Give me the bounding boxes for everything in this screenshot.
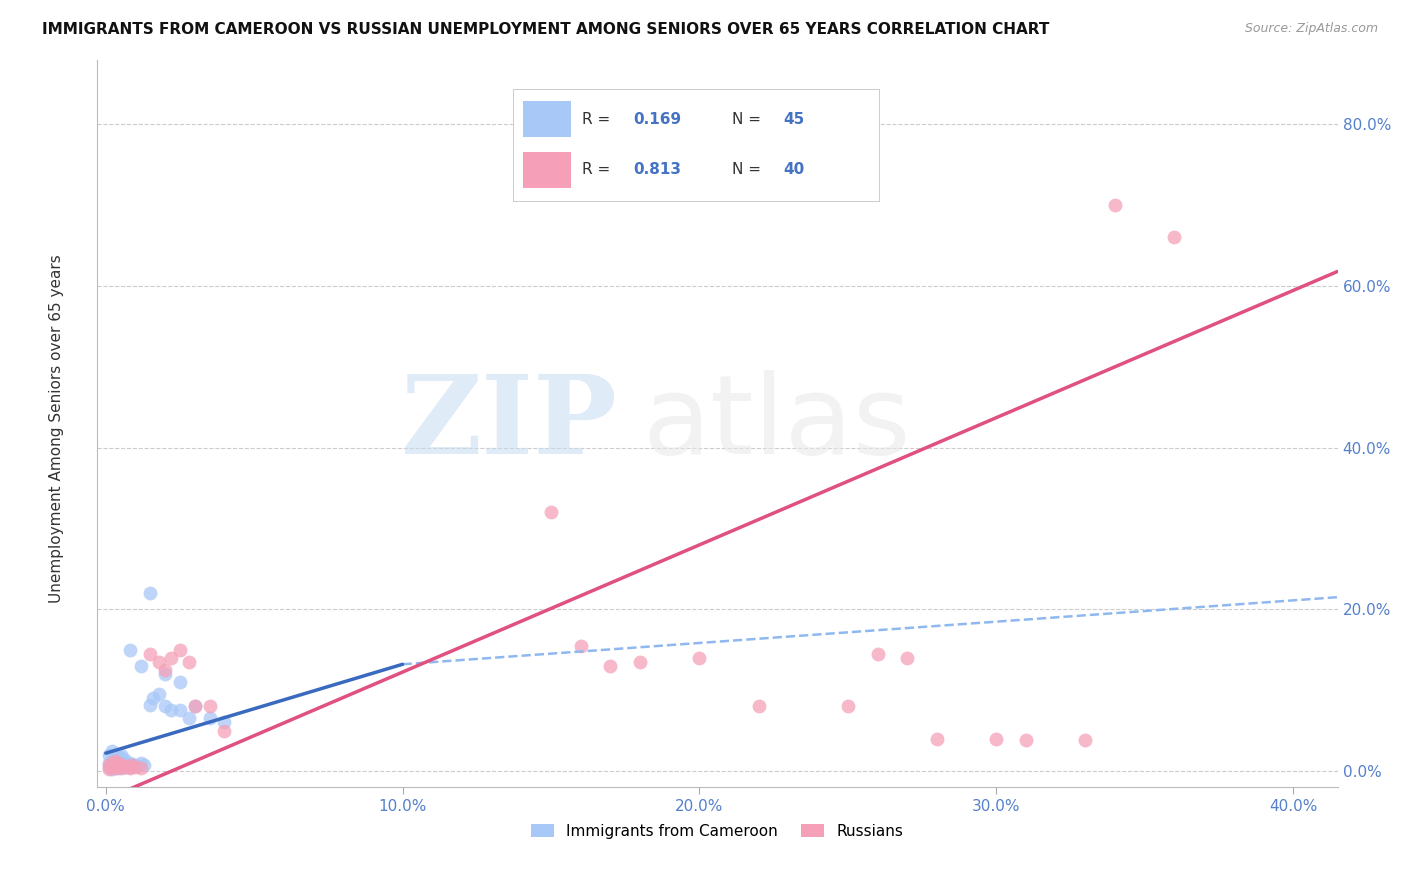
Point xyxy=(110,756,132,770)
Point xyxy=(153,699,176,714)
Point xyxy=(748,699,770,714)
Point xyxy=(148,687,170,701)
Point xyxy=(97,756,120,770)
Point xyxy=(110,760,132,774)
Point xyxy=(1015,733,1038,747)
Point xyxy=(131,659,153,673)
Point xyxy=(599,659,621,673)
Point xyxy=(100,757,122,772)
Point xyxy=(169,703,191,717)
Point xyxy=(104,756,127,770)
Point xyxy=(97,762,120,776)
Point xyxy=(160,650,183,665)
Point xyxy=(177,655,200,669)
Point xyxy=(688,650,710,665)
Point xyxy=(97,757,120,772)
Point xyxy=(118,760,141,774)
Point xyxy=(198,699,221,714)
Point xyxy=(107,756,129,770)
Point xyxy=(121,757,143,772)
Point xyxy=(127,759,149,773)
Point xyxy=(115,756,138,770)
Point xyxy=(569,639,592,653)
Point xyxy=(118,642,141,657)
Point xyxy=(540,505,562,519)
Point xyxy=(169,675,191,690)
Point xyxy=(100,756,122,770)
Point xyxy=(148,655,170,669)
Point xyxy=(104,752,127,766)
Point xyxy=(107,754,129,768)
Point xyxy=(104,747,127,762)
Text: Source: ZipAtlas.com: Source: ZipAtlas.com xyxy=(1244,22,1378,36)
Point xyxy=(118,761,141,775)
Point xyxy=(214,715,236,730)
Point xyxy=(104,754,127,768)
Point xyxy=(115,759,138,773)
Point xyxy=(107,761,129,775)
Point xyxy=(139,698,162,712)
Point xyxy=(100,762,122,776)
Point xyxy=(118,756,141,770)
Point xyxy=(153,667,176,681)
Point xyxy=(184,699,207,714)
Point xyxy=(1163,230,1185,244)
Point xyxy=(104,761,127,775)
Point xyxy=(986,731,1008,746)
Point xyxy=(115,760,138,774)
Point xyxy=(896,650,918,665)
Point xyxy=(628,655,651,669)
Point xyxy=(121,757,143,772)
Point xyxy=(153,663,176,677)
Text: atlas: atlas xyxy=(643,370,911,477)
Point xyxy=(124,760,146,774)
Point xyxy=(177,711,200,725)
Point xyxy=(131,756,153,770)
Text: Unemployment Among Seniors over 65 years: Unemployment Among Seniors over 65 years xyxy=(49,254,63,602)
Point xyxy=(112,756,135,770)
Point xyxy=(925,731,948,746)
Point xyxy=(139,586,162,600)
Point xyxy=(100,744,122,758)
Text: ZIP: ZIP xyxy=(401,370,619,477)
Point xyxy=(110,747,132,762)
Point xyxy=(184,699,207,714)
Point xyxy=(107,749,129,764)
Point xyxy=(131,761,153,775)
Point xyxy=(110,757,132,772)
Point xyxy=(107,759,129,773)
Point xyxy=(866,647,889,661)
Point xyxy=(139,647,162,661)
Point xyxy=(1104,198,1126,212)
Legend: Immigrants from Cameroon, Russians: Immigrants from Cameroon, Russians xyxy=(526,818,910,845)
Point xyxy=(198,711,221,725)
Point xyxy=(160,703,183,717)
Point xyxy=(97,760,120,774)
Point xyxy=(142,691,165,706)
Point xyxy=(837,699,859,714)
Point xyxy=(107,757,129,772)
Point xyxy=(110,761,132,775)
Point xyxy=(1074,733,1097,747)
Point xyxy=(214,723,236,738)
Point xyxy=(134,757,156,772)
Text: IMMIGRANTS FROM CAMEROON VS RUSSIAN UNEMPLOYMENT AMONG SENIORS OVER 65 YEARS COR: IMMIGRANTS FROM CAMEROON VS RUSSIAN UNEM… xyxy=(42,22,1049,37)
Point xyxy=(112,752,135,766)
Point xyxy=(100,754,122,768)
Point xyxy=(112,760,135,774)
Point xyxy=(112,760,135,774)
Point xyxy=(169,642,191,657)
Point xyxy=(97,747,120,762)
Point xyxy=(104,760,127,774)
Point xyxy=(124,757,146,772)
Point xyxy=(100,760,122,774)
